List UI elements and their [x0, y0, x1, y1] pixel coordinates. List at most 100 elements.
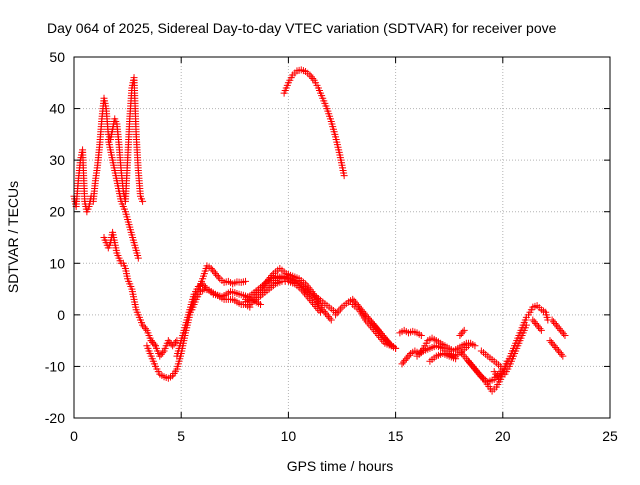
data-point-marker: [214, 273, 222, 281]
data-point-marker: [159, 349, 167, 357]
data-point-marker: [535, 323, 543, 331]
data-point-marker: [555, 325, 563, 333]
data-point-marker: [147, 337, 155, 345]
data-point-marker: [326, 314, 334, 322]
data-point-marker: [392, 344, 400, 352]
data-point-marker: [464, 342, 472, 350]
data-point-marker: [141, 325, 149, 333]
data-point-marker: [324, 313, 332, 321]
data-point-marker: [157, 350, 165, 358]
data-point-marker: [307, 73, 315, 81]
y-tick-label: 0: [57, 307, 65, 323]
data-point-marker: [340, 172, 348, 180]
data-point-marker: [170, 340, 178, 348]
data-point-marker: [212, 270, 220, 278]
data-point-marker: [401, 356, 409, 364]
data-point-marker: [213, 271, 221, 279]
data-point-marker: [549, 340, 557, 348]
data-point-marker: [460, 326, 468, 334]
data-point-marker: [335, 307, 343, 315]
y-tick-label: 50: [49, 49, 65, 65]
data-point-marker: [556, 349, 564, 357]
chart-title: Day 064 of 2025, Sidereal Day-to-day VTE…: [47, 20, 557, 36]
data-point-marker: [471, 342, 479, 350]
data-point-marker: [352, 299, 360, 307]
data-point-marker: [399, 358, 407, 366]
y-tick-label: -20: [45, 410, 65, 426]
data-point-marker: [456, 331, 464, 339]
data-point-marker: [209, 266, 217, 274]
data-point-marker: [560, 330, 568, 338]
data-point-marker: [336, 305, 344, 313]
data-point-marker: [551, 319, 559, 327]
data-point-marker: [537, 326, 545, 334]
data-point-marker: [546, 337, 554, 345]
data-point-marker: [530, 318, 538, 326]
y-tick-label: 20: [49, 204, 65, 220]
plot-frame: [73, 56, 611, 419]
data-point-marker: [320, 307, 328, 315]
y-tick-label: 30: [49, 152, 65, 168]
y-tick-label: 10: [49, 255, 65, 271]
data-point-marker: [558, 328, 566, 336]
data-point-marker: [156, 352, 164, 360]
data-point-marker: [139, 321, 147, 329]
data-point-marker: [306, 71, 314, 79]
data-point-marker: [149, 338, 157, 346]
data-point-marker: [522, 321, 530, 329]
data-point-marker: [554, 323, 562, 331]
data-point-marker: [547, 338, 555, 346]
data-point-marker: [309, 74, 317, 82]
data-point-marker: [553, 345, 561, 353]
data-point-marker: [200, 282, 208, 290]
data-point-marker: [350, 297, 358, 305]
x-tick-label: 5: [177, 428, 185, 444]
data-point-marker: [533, 321, 541, 329]
x-tick-label: 15: [388, 428, 404, 444]
x-tick-label: 0: [70, 428, 78, 444]
data-point-marker: [561, 331, 569, 339]
data-point-marker: [169, 342, 177, 350]
y-tick-label: 40: [49, 101, 65, 117]
data-point-marker: [150, 340, 158, 348]
data-point-marker: [557, 326, 565, 334]
data-point-marker: [402, 355, 410, 363]
data-point-marker: [398, 360, 406, 368]
data-point-marker: [529, 316, 537, 324]
data-point-marker: [550, 342, 558, 350]
y-axis-label: SDTVAR / TECUs: [5, 181, 21, 293]
data-point-marker: [503, 357, 511, 365]
x-tick-label: 10: [281, 428, 297, 444]
x-tick-label: 20: [495, 428, 511, 444]
data-point-marker: [317, 308, 325, 316]
data-point-marker: [257, 301, 265, 309]
data-point-marker: [552, 321, 560, 329]
data-point-marker: [555, 347, 563, 355]
data-point-marker: [171, 338, 179, 346]
data-point-marker: [452, 355, 460, 363]
data-point-marker: [559, 352, 567, 360]
data-point-marker: [536, 325, 544, 333]
data-point-marker: [199, 280, 207, 288]
data-point-marker: [207, 264, 215, 272]
data-point-marker: [327, 316, 335, 324]
data-point-marker: [550, 318, 558, 326]
data-point-marker: [557, 350, 565, 358]
data-point-marker: [548, 316, 556, 324]
data-point-marker: [552, 344, 560, 352]
data-point-marker: [532, 319, 540, 327]
data-series-sdtvar: [70, 66, 569, 395]
y-tick-label: -10: [45, 358, 65, 374]
data-point-marker: [404, 353, 412, 361]
data-point-marker: [405, 351, 413, 359]
data-point-marker: [139, 197, 147, 205]
data-point-marker: [242, 277, 250, 285]
data-point-marker: [322, 309, 330, 317]
data-point-marker: [210, 268, 218, 276]
data-point-marker: [417, 331, 425, 339]
data-point-marker: [164, 337, 172, 345]
data-point-marker: [457, 330, 465, 338]
data-point-marker: [134, 254, 142, 262]
